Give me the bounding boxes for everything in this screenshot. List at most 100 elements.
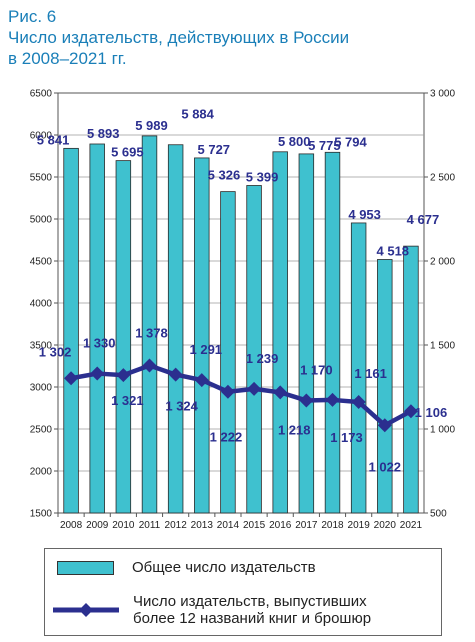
line-marker [325,392,340,407]
legend-line-swatch [53,603,119,617]
figure-title-line-2: в 2008–2021 гг. [8,49,127,68]
y-right-tick-label: 1 000 [430,425,455,436]
bar-value-label: 4 677 [407,212,440,227]
bar-value-label: 5 800 [278,134,311,149]
line-marker [116,368,131,383]
bar [220,191,236,514]
x-tick-label: 2017 [295,520,318,531]
line-marker [90,366,105,381]
line-value-label: 1 161 [354,366,387,381]
x-tick-label: 2020 [374,520,397,531]
legend-line-label-1: Число издательств, выпустивших [133,593,367,610]
line-marker [403,404,418,419]
y-right-tick-label: 500 [430,509,447,520]
bar-value-label: 5 775 [308,138,341,153]
legend-item-bars: Общее число издательств [45,559,316,576]
line-value-label: 1 022 [369,459,402,474]
y-right-tick-label: 2 000 [430,257,455,268]
line-value-label: 1 222 [210,430,243,445]
y-left-tick-label: 3500 [30,341,53,352]
bar-value-label: 4 953 [348,207,381,222]
y-left-tick-label: 6500 [30,89,53,100]
y-left-tick-label: 3000 [30,383,53,394]
line-marker [142,358,157,373]
y-left-tick-label: 2000 [30,467,53,478]
y-left-tick-label: 1500 [30,509,53,520]
x-tick-label: 2013 [191,520,214,531]
line-value-label: 1 239 [246,351,279,366]
bar [194,157,210,514]
line-marker [377,418,392,433]
line-marker [168,367,183,382]
y-right-tick-label: 1 500 [430,341,455,352]
x-tick-label: 2014 [217,520,240,531]
x-tick-label: 2016 [269,520,292,531]
line-value-label: 1 106 [415,405,448,420]
line-value-label: 1 170 [300,362,333,377]
bar [324,151,341,514]
bar-value-label: 5 399 [246,169,279,184]
y-left-tick-label: 5500 [30,173,53,184]
x-tick-label: 2009 [86,520,109,531]
line-value-label: 1 291 [190,342,223,357]
figure-title: Рис. 6 Число издательств, действующих в … [8,6,349,69]
line-value-label: 1 218 [278,422,311,437]
bar [298,153,315,514]
y-left-tick-label: 4500 [30,257,53,268]
chart: 1500 2000 2500 3000 3500 4000 4500 5000 5500 6000… [30,89,456,532]
line-marker [220,384,235,399]
x-tick-label: 2019 [348,520,371,531]
bar [350,222,367,514]
line-value-label: 1 321 [111,393,144,408]
line-marker [273,385,288,400]
y-left-tick-label: 5000 [30,215,53,226]
bar-value-label: 5 794 [334,134,367,149]
bar [403,245,419,514]
bar [141,135,158,514]
bar-value-label: 5 989 [135,118,168,133]
line-marker [247,381,262,396]
x-tick-label: 2008 [60,520,83,531]
x-tick-label: 2012 [165,520,188,531]
legend-bar-label: Общее число издательств [132,559,316,576]
figure-title-line-1: Число издательств, действующих в России [8,28,350,47]
bar-value-label: 5 841 [37,132,70,147]
y-right-tick-label: 3 000 [430,89,455,100]
legend: Общее число издательств Число издательст… [44,548,442,636]
figure-number: Рис. 6 [8,7,57,26]
line-value-label: 1 324 [165,399,198,414]
legend-item-line: Число издательств, выпустивших более 12 … [45,593,371,627]
y-left-tick-label: 6000 [30,131,53,142]
x-tick-label: 2018 [321,520,344,531]
line-marker [64,371,79,386]
bar [272,151,288,514]
bar [377,259,393,514]
y-left-tick-label: 2500 [30,425,53,436]
bar-value-label: 5 695 [111,145,144,160]
x-tick-label: 2015 [243,520,266,531]
x-tick-label: 2021 [400,520,423,531]
bar [115,160,132,514]
line-marker [194,373,209,388]
bar [167,144,184,514]
x-tick-label: 2010 [112,520,135,531]
line-value-label: 1 302 [39,344,72,359]
y-left-tick-label: 4000 [30,299,53,310]
legend-bar-swatch [57,560,114,575]
line-value-label: 1 330 [83,336,116,351]
bar [246,185,262,514]
line-value-label: 1 173 [330,430,363,445]
bar-value-label: 4 518 [377,243,410,258]
y-right-tick-label: 2 500 [430,173,455,184]
line-value-label: 1 378 [135,325,168,340]
bar-value-label: 5 884 [181,107,214,122]
legend-line-label-2: более 12 названий книг и брошюр [133,610,372,627]
bar [63,147,79,514]
line-marker [351,394,366,409]
bar-value-label: 5 727 [198,142,231,157]
bar-value-label: 5 893 [87,126,120,141]
x-tick-label: 2011 [139,520,161,531]
bar [89,143,105,514]
line-marker [299,393,314,408]
bar-value-label: 5 326 [208,168,241,183]
